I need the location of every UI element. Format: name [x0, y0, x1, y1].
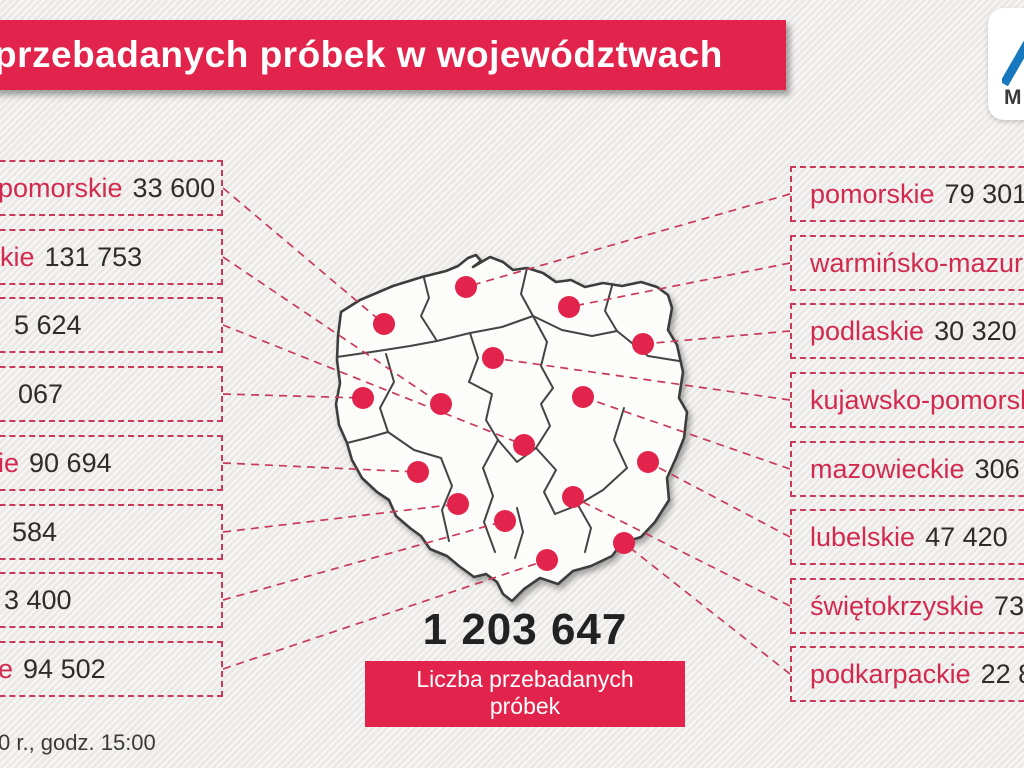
label-right-5: mazowieckie 306 5 — [790, 441, 1024, 497]
title-bar: przebadanych próbek w województwach — [0, 20, 786, 90]
label-left-5: ie 90 694 — [0, 435, 223, 491]
logo-card: M — [988, 8, 1024, 120]
total-caption-badge: Liczba przebadanych próbek — [365, 661, 685, 727]
region-markers — [352, 276, 659, 571]
region-value: 90 694 — [29, 448, 112, 478]
marker-lodzkie — [513, 434, 535, 456]
marker-slaskie — [494, 510, 516, 532]
region-name: podkarpackie — [810, 659, 971, 689]
marker-kujawsko-pomorskie — [482, 347, 504, 369]
label-left-7: 3 400 — [0, 572, 223, 628]
label-right-4: kujawsko-pomorski — [790, 372, 1024, 428]
region-value: 33 600 — [132, 173, 216, 203]
marker-lubelskie — [637, 451, 659, 473]
marker-lubuskie — [352, 387, 374, 409]
region-value: 47 420 — [925, 522, 1008, 552]
label-right-2: warmińsko-mazursk — [790, 235, 1024, 291]
label-right-8: podkarpackie 22 84 — [790, 646, 1024, 702]
label-left-3: 5 624 — [0, 297, 223, 353]
marker-podkarpackie — [613, 532, 635, 554]
marker-mazowieckie — [572, 386, 594, 408]
label-left-2: kie 131 753 — [0, 229, 223, 285]
label-right-3: podlaskie 30 320 — [790, 303, 1024, 359]
page-title: przebadanych próbek w województwach — [0, 34, 723, 75]
region-value: 3 400 — [4, 585, 72, 615]
marker-opolskie — [447, 493, 469, 515]
marker-podlaskie — [632, 333, 654, 355]
total-count: 1 203 647 — [422, 605, 628, 654]
region-name: podlaskie — [810, 316, 925, 346]
region-name: kujawsko-pomorski — [810, 385, 1024, 415]
region-value: 73 6 — [994, 591, 1024, 621]
region-value: 584 — [12, 517, 58, 547]
region-value: 30 320 — [934, 316, 1017, 346]
label-right-7: świętokrzyskie 73 6 — [790, 578, 1024, 634]
marker-warminsko-mazurskie — [558, 296, 580, 318]
region-value: 79 301 — [944, 179, 1024, 209]
region-value: 131 753 — [44, 242, 143, 272]
logo-mark-icon — [1002, 40, 1024, 87]
logo-text: M — [1004, 86, 1022, 109]
label-right-1: pomorskie 79 301 — [790, 166, 1024, 222]
label-left-1: pomorskie 33 600 — [0, 160, 223, 216]
region-value: 067 — [18, 379, 64, 409]
marker-swietokrzyskie — [562, 486, 584, 508]
label-left-6: 584 — [0, 504, 223, 560]
region-name: e — [0, 654, 13, 684]
marker-malopolskie — [536, 549, 558, 571]
region-value: 5 624 — [14, 310, 82, 340]
region-value: 22 84 — [980, 659, 1024, 689]
region-value: 94 502 — [23, 654, 106, 684]
total-block: 1 203 647 Liczba przebadanych próbek — [365, 605, 685, 727]
marker-dolnoslaskie — [407, 461, 429, 483]
region-name: warmińsko-mazursk — [810, 248, 1024, 278]
region-value: 306 5 — [974, 454, 1024, 484]
region-name: pomorskie — [810, 179, 935, 209]
region-name: pomorskie — [0, 173, 123, 203]
region-name: świętokrzyskie — [810, 591, 985, 621]
label-left-4: 067 — [0, 366, 223, 422]
marker-pomorskie — [455, 276, 477, 298]
marker-zachodniopomorskie — [373, 313, 395, 335]
map-shape — [334, 253, 689, 603]
connector-lines — [222, 187, 791, 675]
region-name: mazowieckie — [810, 454, 965, 484]
label-left-8: e 94 502 — [0, 641, 223, 697]
label-right-6: lubelskie 47 420 — [790, 509, 1024, 565]
marker-wielkopolskie — [430, 393, 452, 415]
region-name: kie — [0, 242, 35, 272]
timestamp-note: 0 r., godz. 15:00 — [0, 730, 156, 755]
region-name: lubelskie — [810, 522, 916, 552]
region-name: ie — [0, 448, 20, 478]
